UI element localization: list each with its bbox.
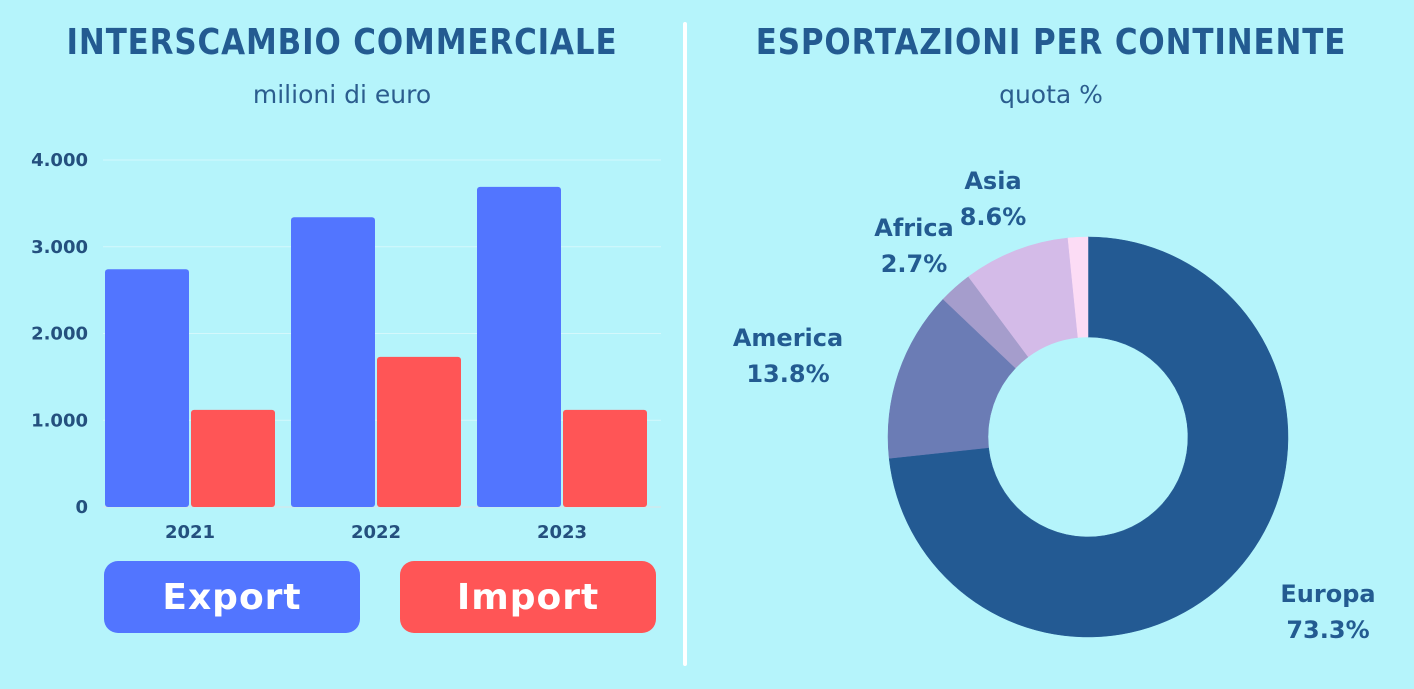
legend-import: Import — [400, 561, 656, 633]
y-tick-label: 1.000 — [31, 410, 88, 431]
legend-export: Export — [104, 561, 360, 633]
pie-label-america: America 13.8% — [733, 320, 843, 392]
bar-chart-title: INTERSCAMBIO COMMERCIALE — [66, 22, 618, 63]
pie-label-asia: Asia 8.6% — [960, 163, 1027, 235]
bar-export-2021 — [105, 269, 189, 507]
slice-europa — [888, 236, 1289, 638]
donut-chart-title: ESPORTAZIONI PER CONTINENTE — [755, 22, 1347, 63]
x-tick-label: 2021 — [165, 522, 215, 543]
pie-label-value: 73.3% — [1286, 616, 1370, 644]
pie-label-europa: Europa 73.3% — [1280, 576, 1375, 648]
bar-chart-subtitle: milioni di euro — [252, 80, 432, 109]
pie-label-value: 8.6% — [959, 203, 1027, 231]
donut-chart-subtitle: quota % — [999, 80, 1103, 109]
pie-label-name: Europa — [1280, 580, 1376, 608]
pie-label-name: Asia — [964, 167, 1022, 195]
pie-label-value: 2.7% — [880, 250, 948, 278]
bar-export-2023 — [477, 186, 561, 507]
donut-chart — [887, 236, 1289, 638]
bar-import-2022 — [377, 356, 461, 507]
y-tick-label: 0 — [75, 497, 88, 518]
y-tick-label: 3.000 — [31, 237, 88, 258]
panel-divider — [683, 22, 687, 666]
pie-label-name: Africa — [874, 214, 954, 242]
bar-import-2021 — [191, 409, 275, 507]
bar-chart: 0 1.000 2.000 3.000 4.000 2021 2022 2023 — [31, 150, 661, 543]
bar-export-2022 — [291, 217, 375, 507]
y-tick-label: 4.000 — [31, 150, 88, 171]
x-tick-label: 2022 — [351, 522, 401, 543]
bar-import-2023 — [563, 409, 647, 507]
export-continent-panel: ESPORTAZIONI PER CONTINENTE quota % Amer… — [688, 0, 1414, 689]
pie-label-value: 13.8% — [746, 360, 830, 388]
pie-label-name: America — [732, 324, 844, 352]
y-tick-label: 2.000 — [31, 324, 88, 345]
x-tick-label: 2023 — [537, 522, 587, 543]
pie-label-africa: Africa 2.7% — [874, 210, 954, 282]
slice-other — [1067, 236, 1089, 338]
trade-chart-panel: INTERSCAMBIO COMMERCIALE milioni di euro… — [0, 0, 684, 689]
